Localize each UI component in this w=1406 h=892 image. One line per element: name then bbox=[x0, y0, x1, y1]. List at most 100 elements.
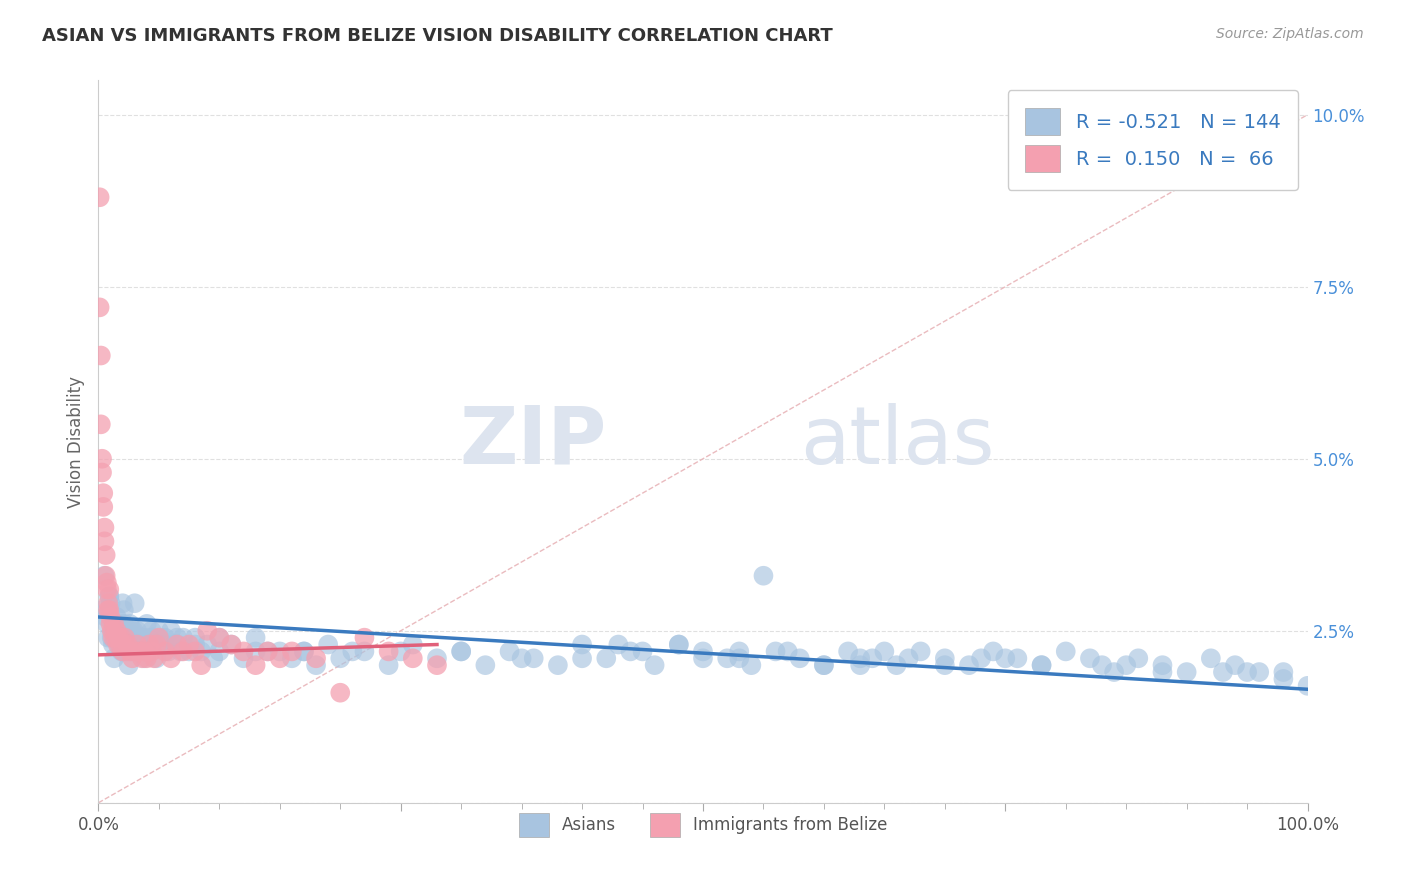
Point bbox=[910, 644, 932, 658]
Point bbox=[134, 651, 156, 665]
Point bbox=[837, 644, 859, 658]
Point bbox=[1296, 679, 1319, 693]
Point bbox=[316, 638, 339, 652]
Point bbox=[668, 638, 690, 652]
Point bbox=[141, 624, 163, 638]
Point bbox=[245, 631, 267, 645]
Text: ZIP: ZIP bbox=[458, 402, 606, 481]
Point bbox=[1128, 651, 1150, 665]
Point bbox=[813, 658, 835, 673]
Point bbox=[934, 658, 956, 673]
Point bbox=[1007, 651, 1029, 665]
Point bbox=[1102, 665, 1125, 679]
Point bbox=[100, 631, 122, 645]
Point bbox=[342, 644, 364, 658]
Point bbox=[94, 568, 117, 582]
Point bbox=[849, 651, 872, 665]
Point bbox=[1272, 665, 1295, 679]
Text: Source: ZipAtlas.com: Source: ZipAtlas.com bbox=[1216, 27, 1364, 41]
Point bbox=[111, 596, 134, 610]
Point bbox=[115, 644, 138, 658]
Point bbox=[353, 631, 375, 645]
Point bbox=[860, 651, 883, 665]
Point bbox=[96, 575, 118, 590]
Point bbox=[776, 644, 799, 658]
Point bbox=[644, 658, 666, 673]
Point bbox=[135, 616, 157, 631]
Point bbox=[957, 658, 980, 673]
Point bbox=[377, 644, 399, 658]
Point bbox=[208, 631, 231, 645]
Point bbox=[101, 631, 124, 645]
Point bbox=[150, 638, 173, 652]
Point bbox=[897, 651, 920, 665]
Point bbox=[305, 651, 328, 665]
Y-axis label: Vision Disability: Vision Disability bbox=[66, 376, 84, 508]
Point bbox=[292, 644, 315, 658]
Point bbox=[232, 651, 254, 665]
Point bbox=[94, 548, 117, 562]
Point bbox=[1078, 651, 1101, 665]
Point bbox=[153, 631, 176, 645]
Point bbox=[101, 638, 124, 652]
Point bbox=[402, 651, 425, 665]
Point bbox=[740, 658, 762, 673]
Point bbox=[389, 644, 412, 658]
Point bbox=[1115, 658, 1137, 673]
Point bbox=[813, 658, 835, 673]
Point bbox=[169, 644, 191, 658]
Point bbox=[571, 638, 593, 652]
Text: atlas: atlas bbox=[800, 402, 994, 481]
Point bbox=[245, 644, 267, 658]
Point bbox=[232, 644, 254, 658]
Point bbox=[108, 638, 131, 652]
Point bbox=[145, 638, 167, 652]
Point bbox=[595, 651, 617, 665]
Point bbox=[138, 631, 160, 645]
Point bbox=[118, 658, 141, 673]
Point bbox=[245, 658, 267, 673]
Point bbox=[305, 658, 328, 673]
Point bbox=[426, 658, 449, 673]
Point bbox=[547, 658, 569, 673]
Point bbox=[1152, 658, 1174, 673]
Point bbox=[631, 644, 654, 658]
Point bbox=[105, 616, 128, 631]
Point bbox=[118, 616, 141, 631]
Point bbox=[96, 582, 118, 597]
Point bbox=[1236, 665, 1258, 679]
Point bbox=[103, 651, 125, 665]
Point bbox=[163, 638, 186, 652]
Point bbox=[281, 644, 304, 658]
Point bbox=[129, 631, 152, 645]
Point bbox=[886, 658, 908, 673]
Point bbox=[112, 603, 135, 617]
Point bbox=[692, 651, 714, 665]
Point bbox=[142, 631, 165, 645]
Point bbox=[107, 624, 129, 638]
Point bbox=[94, 610, 117, 624]
Point bbox=[91, 451, 114, 466]
Point bbox=[970, 651, 993, 665]
Point bbox=[1031, 658, 1053, 673]
Point bbox=[353, 644, 375, 658]
Point bbox=[190, 658, 212, 673]
Point bbox=[128, 644, 150, 658]
Point bbox=[107, 638, 129, 652]
Point bbox=[117, 638, 139, 652]
Point bbox=[148, 631, 170, 645]
Point bbox=[93, 520, 115, 534]
Point bbox=[1175, 665, 1198, 679]
Point bbox=[90, 349, 112, 363]
Point bbox=[97, 631, 120, 645]
Point bbox=[329, 651, 352, 665]
Point bbox=[124, 644, 146, 658]
Point bbox=[103, 616, 125, 631]
Point bbox=[91, 466, 114, 480]
Point bbox=[208, 631, 231, 645]
Point bbox=[98, 590, 121, 604]
Point bbox=[148, 624, 170, 638]
Point bbox=[450, 644, 472, 658]
Point bbox=[114, 631, 136, 645]
Point bbox=[98, 590, 121, 604]
